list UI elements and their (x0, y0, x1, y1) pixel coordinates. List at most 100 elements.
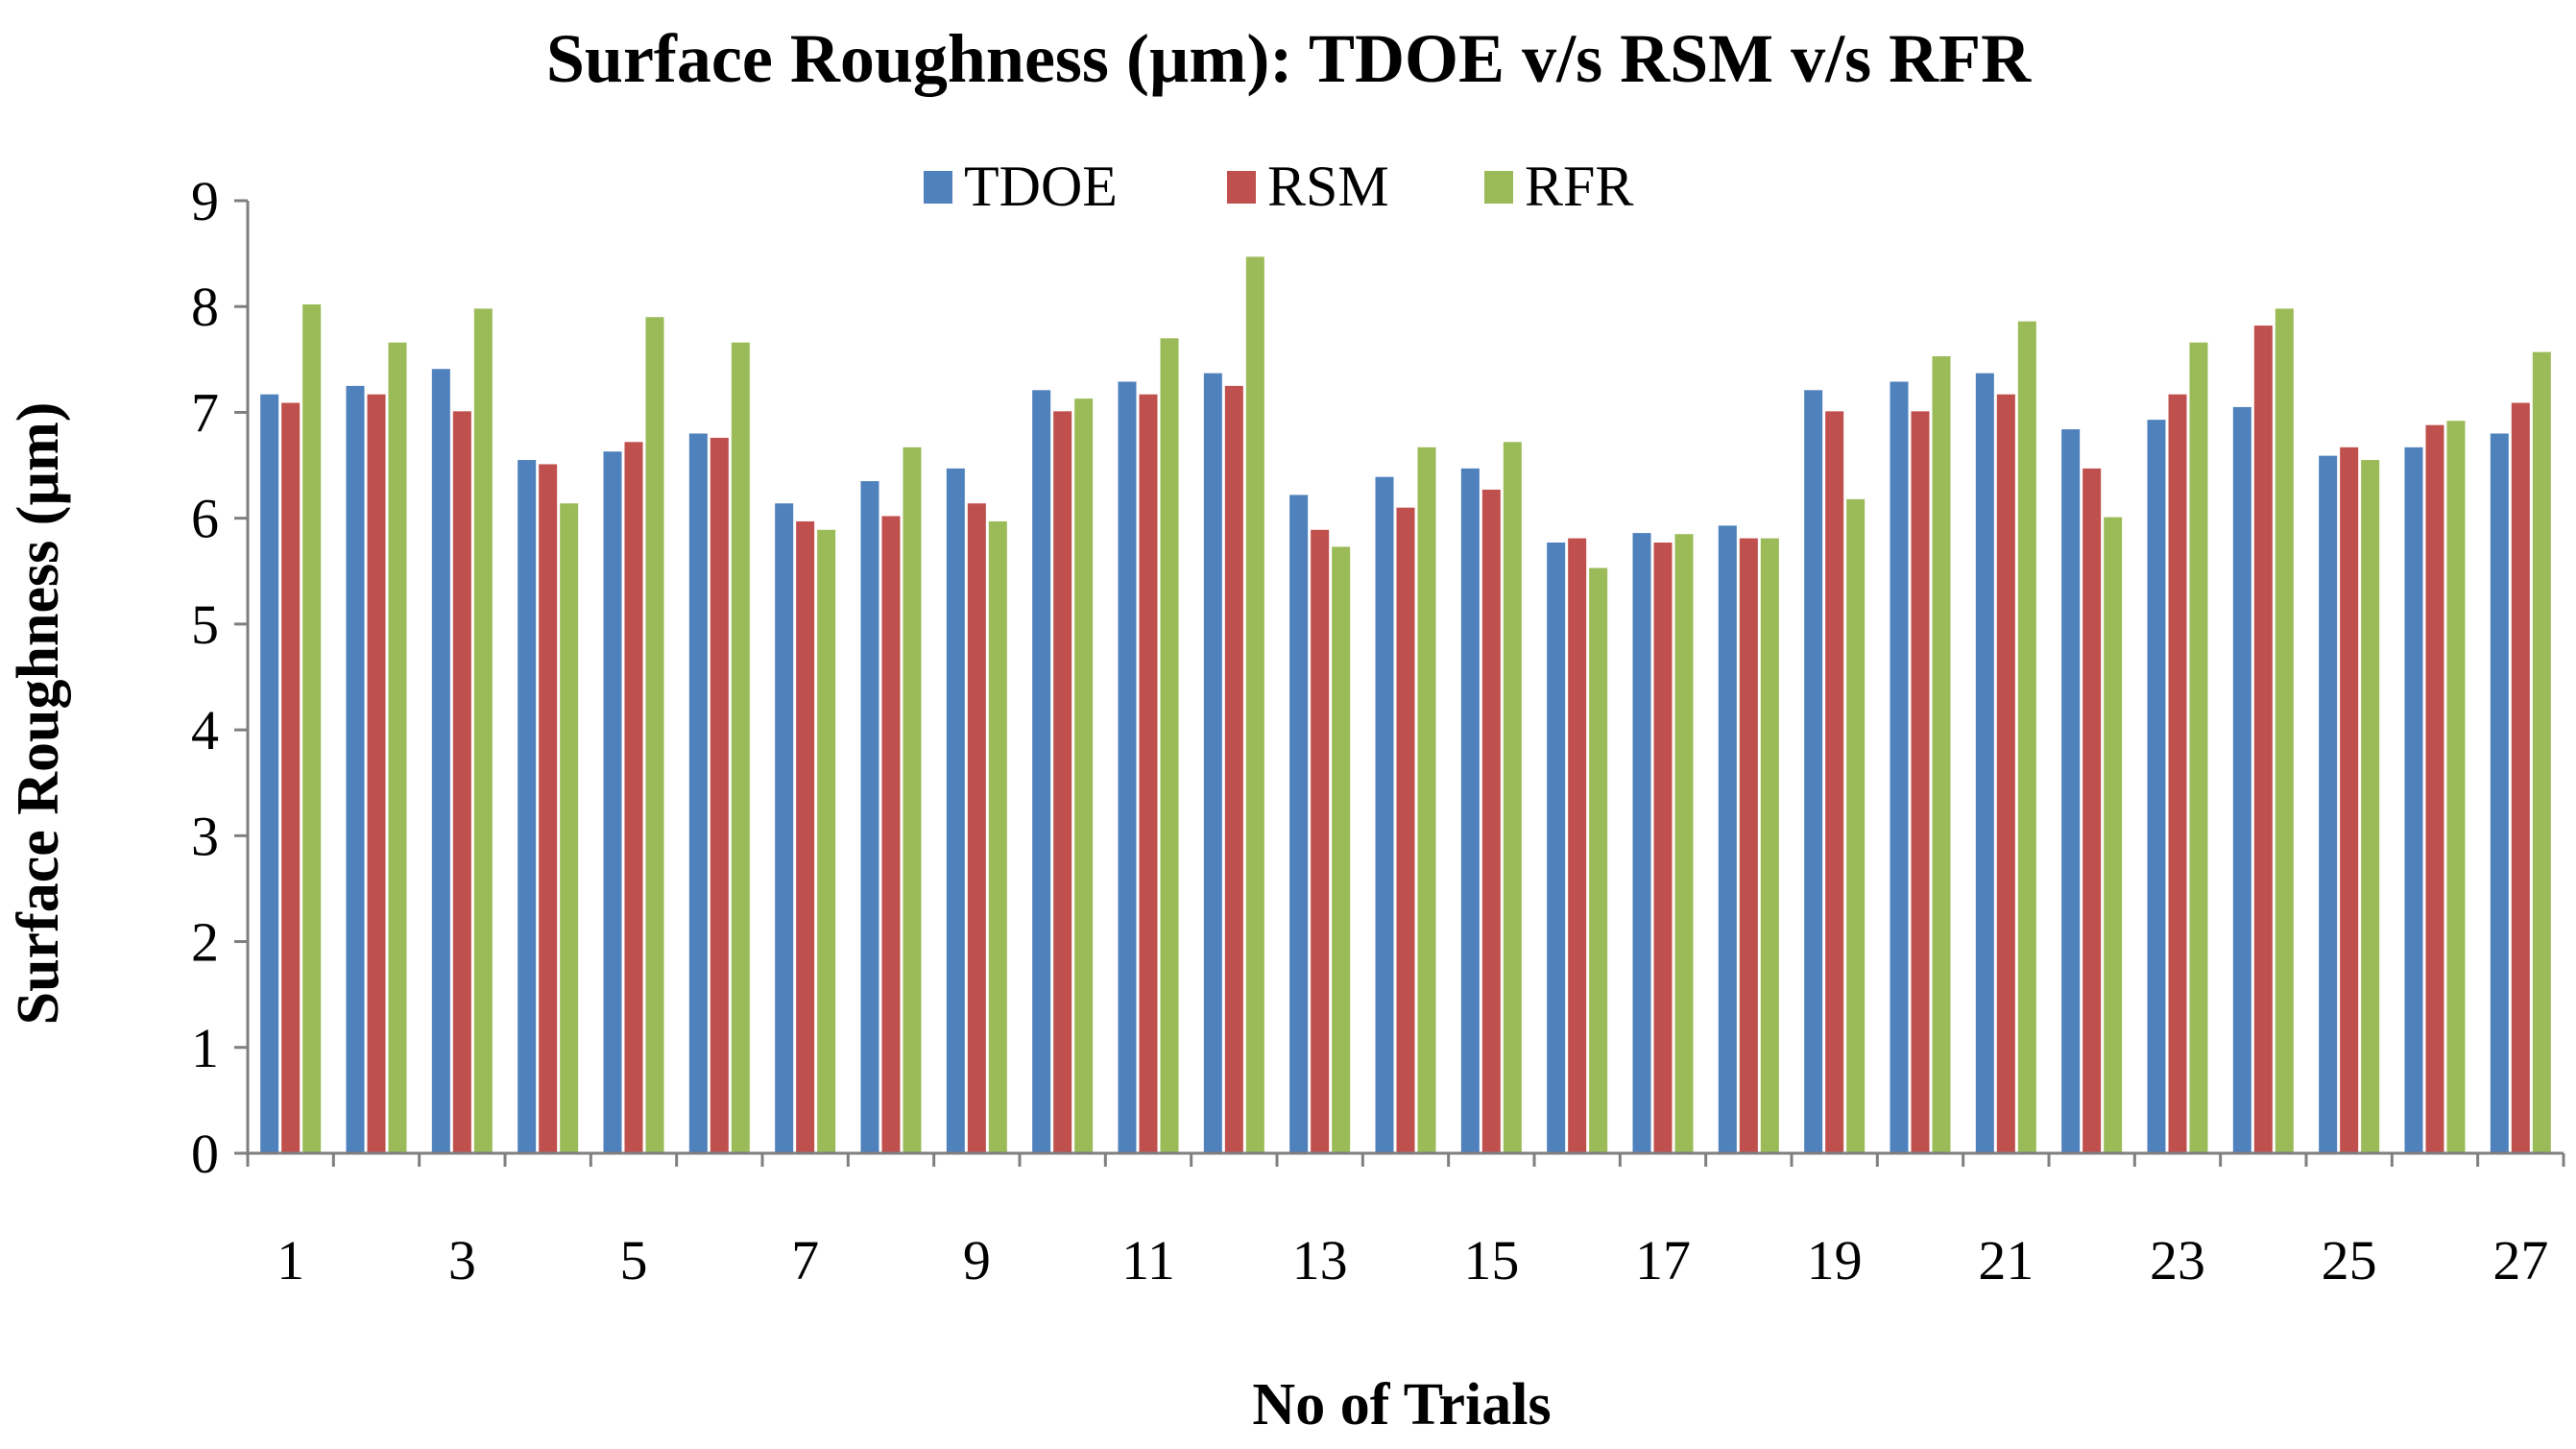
bar-tdoe-trial-16 (1547, 543, 1566, 1153)
bar-rfr-trial-8 (903, 447, 922, 1154)
bar-rfr-trial-15 (1503, 442, 1522, 1154)
y-tick-label: 8 (191, 276, 219, 338)
bar-tdoe-trial-9 (946, 468, 965, 1154)
bar-tdoe-trial-5 (603, 451, 622, 1153)
bar-rsm-trial-7 (796, 520, 815, 1153)
bar-rfr-trial-5 (645, 317, 664, 1153)
x-axis-label: No of Trials (1252, 1372, 1551, 1437)
x-tick-label: 25 (2322, 1229, 2377, 1292)
bar-rfr-trial-12 (1245, 256, 1264, 1153)
bar-rfr-trial-2 (388, 342, 407, 1154)
bar-tdoe-trial-3 (431, 369, 450, 1154)
bar-tdoe-trial-2 (346, 385, 365, 1153)
bar-tdoe-trial-25 (2319, 455, 2338, 1153)
y-tick-label: 5 (191, 593, 219, 656)
bar-rsm-trial-18 (1739, 538, 1758, 1153)
x-tick-label: 13 (1292, 1229, 1348, 1292)
bar-rfr-trial-4 (560, 503, 579, 1153)
bar-rfr-trial-25 (2361, 460, 2380, 1153)
bars (260, 256, 2551, 1154)
bar-rfr-trial-1 (302, 304, 322, 1153)
bar-rfr-trial-18 (1760, 538, 1779, 1153)
bar-rsm-trial-26 (2425, 424, 2444, 1153)
bar-rfr-trial-17 (1674, 534, 1694, 1153)
bar-rsm-trial-19 (1825, 411, 1844, 1153)
x-tick-label: 3 (448, 1229, 476, 1292)
legend-label-tdoe: TDOE (964, 155, 1118, 218)
bar-rfr-trial-7 (817, 529, 836, 1153)
bar-tdoe-trial-1 (260, 394, 279, 1153)
x-tick-label: 23 (2150, 1229, 2205, 1292)
bar-rsm-trial-14 (1396, 507, 1415, 1153)
bar-tdoe-trial-23 (2147, 420, 2166, 1153)
bar-rsm-trial-25 (2340, 447, 2359, 1154)
bar-tdoe-trial-15 (1460, 468, 1480, 1154)
x-tick-label: 17 (1635, 1229, 1691, 1292)
bar-rsm-trial-21 (1996, 394, 2015, 1153)
bar-rfr-trial-13 (1332, 546, 1351, 1153)
x-axis: 1 3 5 7 9 11 13 15 17 19 21 23 25 27 (246, 1153, 2565, 1292)
x-tick-label: 21 (1978, 1229, 2034, 1292)
bar-rfr-trial-14 (1417, 447, 1436, 1154)
legend-label-rfr: RFR (1525, 155, 1633, 218)
bar-rsm-trial-4 (539, 464, 558, 1153)
bar-rfr-trial-10 (1074, 398, 1094, 1153)
bar-tdoe-trial-14 (1375, 476, 1394, 1153)
bar-rsm-trial-16 (1568, 538, 1587, 1153)
bar-rfr-trial-19 (1846, 498, 1866, 1153)
bar-rfr-trial-11 (1160, 338, 1179, 1153)
bar-rfr-trial-6 (731, 342, 750, 1154)
bar-rsm-trial-2 (367, 394, 386, 1153)
chart-title: Surface Roughness (µm): TDOE v/s RSM v/s… (546, 20, 2032, 97)
bar-rsm-trial-23 (2168, 394, 2187, 1153)
bar-tdoe-trial-13 (1289, 495, 1309, 1153)
bar-rsm-trial-9 (967, 503, 986, 1153)
legend-swatch-rsm (1227, 171, 1256, 204)
y-tick-label: 9 (191, 170, 219, 232)
bar-rsm-trial-8 (881, 516, 901, 1153)
bar-rsm-trial-13 (1311, 529, 1330, 1153)
bar-tdoe-trial-24 (2232, 406, 2251, 1153)
bar-tdoe-trial-10 (1032, 390, 1051, 1153)
bar-tdoe-trial-6 (688, 433, 708, 1153)
bar-rsm-trial-5 (624, 442, 643, 1154)
bar-tdoe-trial-18 (1718, 525, 1737, 1153)
legend-item-rsm: RSM (1227, 155, 1389, 218)
bar-tdoe-trial-27 (2490, 433, 2509, 1153)
bar-rsm-trial-15 (1481, 489, 1501, 1153)
bar-tdoe-trial-8 (860, 481, 879, 1154)
bar-tdoe-trial-20 (1890, 381, 1909, 1154)
bar-rfr-trial-26 (2446, 421, 2466, 1153)
bar-rsm-trial-17 (1653, 543, 1673, 1153)
bar-rfr-trial-3 (473, 308, 493, 1154)
bar-rsm-trial-3 (452, 411, 471, 1153)
y-tick-label: 2 (191, 911, 219, 974)
y-tick-label: 7 (191, 381, 219, 444)
x-tick-label: 9 (963, 1229, 991, 1292)
x-tick-label: 5 (620, 1229, 648, 1292)
y-tick-label: 3 (191, 805, 219, 867)
bar-rsm-trial-1 (281, 402, 301, 1154)
y-tick-label: 0 (191, 1123, 219, 1185)
bar-rfr-trial-21 (2017, 321, 2036, 1153)
x-tick-label: 11 (1121, 1229, 1175, 1292)
x-tick-label: 15 (1463, 1229, 1519, 1292)
bar-rsm-trial-24 (2253, 326, 2273, 1153)
bar-tdoe-trial-21 (1975, 373, 1994, 1153)
y-axis: 0 1 2 3 4 5 6 7 8 9 (191, 170, 248, 1185)
bar-tdoe-trial-12 (1203, 373, 1222, 1153)
bar-rsm-trial-22 (2082, 468, 2102, 1154)
y-axis-label: Surface Roughness (µm) (6, 402, 71, 1026)
bar-tdoe-trial-4 (518, 460, 537, 1153)
bar-rfr-trial-27 (2532, 351, 2551, 1153)
bar-tdoe-trial-11 (1118, 381, 1137, 1154)
x-tick-label: 7 (791, 1229, 819, 1292)
x-tick-label: 1 (277, 1229, 304, 1292)
bar-rfr-trial-9 (988, 520, 1007, 1153)
bar-rfr-trial-22 (2104, 517, 2123, 1153)
legend-swatch-tdoe (924, 171, 952, 204)
bar-rsm-trial-6 (710, 437, 729, 1153)
legend-label-rsm: RSM (1267, 155, 1389, 218)
bar-rfr-trial-23 (2189, 342, 2208, 1154)
bar-rsm-trial-10 (1053, 411, 1072, 1153)
